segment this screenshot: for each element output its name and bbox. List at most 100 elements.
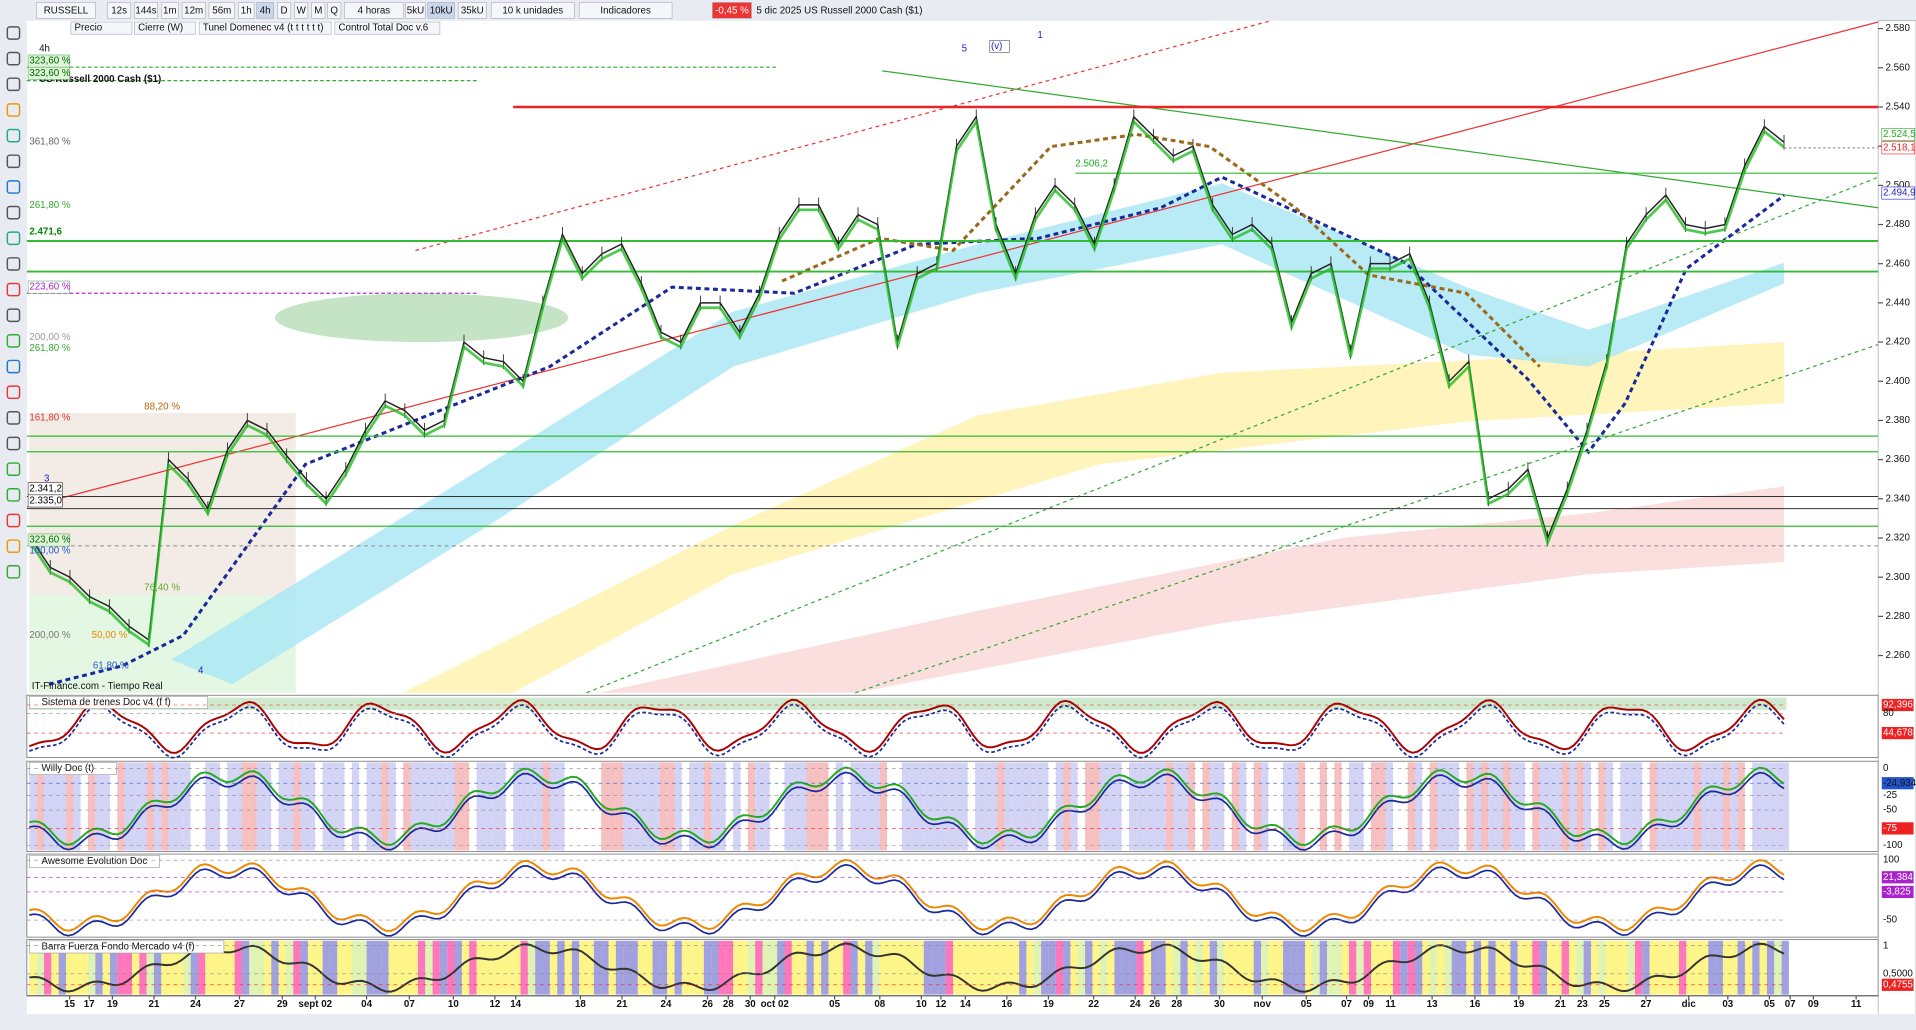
date-label: 10 bbox=[916, 999, 927, 1010]
date-label: 16 bbox=[1469, 999, 1480, 1010]
panel-stripe bbox=[945, 762, 954, 851]
tool-icon[interactable] bbox=[6, 257, 21, 271]
toolbar-button[interactable] bbox=[36, 2, 96, 19]
toolbar-text: 1m bbox=[163, 6, 177, 17]
overlay-tab[interactable] bbox=[334, 21, 441, 35]
panel-stripe bbox=[505, 940, 514, 995]
panel-stripe bbox=[351, 762, 360, 851]
overlay-tab[interactable] bbox=[134, 21, 196, 35]
panel-stripe bbox=[1019, 762, 1027, 851]
panel-stripe bbox=[1620, 940, 1628, 995]
panel-stripe bbox=[1048, 940, 1056, 995]
panel-stripe bbox=[58, 940, 66, 995]
panel-stripe bbox=[1539, 940, 1547, 995]
toolbar-button[interactable] bbox=[294, 2, 309, 19]
panel-stripe bbox=[821, 940, 829, 995]
tool-icon[interactable] bbox=[6, 334, 21, 348]
panel-stripe bbox=[1253, 762, 1262, 851]
overlay-tab[interactable] bbox=[70, 21, 133, 35]
panel-stripe bbox=[879, 940, 888, 995]
tool-icon[interactable] bbox=[6, 77, 21, 92]
toolbar-text: Q bbox=[330, 6, 338, 17]
tool-icon[interactable] bbox=[6, 205, 21, 220]
panel-stripe bbox=[175, 762, 184, 851]
tool-icon[interactable] bbox=[6, 103, 21, 117]
tool-icon[interactable] bbox=[6, 308, 21, 323]
tool-icon[interactable] bbox=[6, 154, 21, 169]
toolbar-button[interactable] bbox=[237, 2, 255, 19]
panel-stripe bbox=[1517, 940, 1525, 995]
toolbar-button[interactable] bbox=[712, 2, 752, 19]
tool-icon[interactable] bbox=[6, 180, 21, 194]
panel-stripe bbox=[1678, 940, 1687, 995]
panel-stripe bbox=[733, 940, 741, 995]
panel-stripe bbox=[1217, 940, 1225, 995]
panel-stripe bbox=[1092, 940, 1100, 995]
toolbar-button[interactable] bbox=[344, 2, 404, 19]
panel-stripe bbox=[476, 762, 484, 851]
toolbar-button[interactable] bbox=[134, 2, 158, 19]
tool-icon[interactable] bbox=[6, 436, 21, 451]
panel-stripe bbox=[909, 940, 917, 995]
toolbar-button[interactable] bbox=[311, 2, 326, 19]
toolbar-button[interactable] bbox=[457, 2, 487, 19]
panel-stripe bbox=[1151, 762, 1159, 851]
panel-stripe bbox=[1437, 940, 1445, 995]
panel-stripe bbox=[1634, 762, 1643, 851]
tool-icon[interactable] bbox=[6, 231, 21, 246]
toolbar-button[interactable] bbox=[490, 2, 575, 19]
toolbar-button[interactable] bbox=[427, 2, 455, 19]
toolbar-button[interactable] bbox=[405, 2, 426, 19]
panel-stripe bbox=[1532, 762, 1540, 851]
tool-icon[interactable] bbox=[6, 128, 21, 143]
tool-icon[interactable] bbox=[6, 539, 21, 553]
date-label: 09 bbox=[1363, 999, 1374, 1010]
panel-stripe bbox=[219, 940, 228, 995]
panel-stripe bbox=[1502, 940, 1511, 995]
panel-stripe bbox=[351, 940, 360, 995]
tool-icon[interactable] bbox=[6, 282, 21, 297]
tool-icon[interactable] bbox=[6, 411, 21, 425]
toolbar-button[interactable] bbox=[256, 2, 275, 19]
panel-stripe bbox=[586, 762, 594, 851]
panel-stripe bbox=[307, 940, 316, 995]
toolbar-button[interactable] bbox=[277, 2, 292, 19]
y-tick-label: 2.280 bbox=[1885, 611, 1910, 622]
panel-stripe bbox=[1033, 762, 1042, 851]
panel-stripe bbox=[982, 940, 990, 995]
toolbar-button[interactable] bbox=[107, 2, 132, 19]
panel-stripe bbox=[1429, 762, 1437, 851]
toolbar-text: 56m bbox=[212, 6, 231, 17]
tool-icon[interactable] bbox=[6, 359, 21, 374]
panel-stripe bbox=[1393, 762, 1401, 851]
panel-stripe bbox=[865, 940, 873, 995]
panel-stripe bbox=[667, 940, 675, 995]
panel-stripe bbox=[755, 940, 763, 995]
toolbar-button[interactable] bbox=[327, 2, 342, 19]
panel-stripe bbox=[1715, 940, 1723, 995]
level-label: 2.335,0 bbox=[29, 496, 62, 507]
toolbar-text: 10kU bbox=[430, 6, 453, 17]
panel-stripe bbox=[557, 762, 565, 851]
tool-icon[interactable] bbox=[6, 385, 21, 400]
tool-icon[interactable] bbox=[6, 462, 21, 477]
panel-stripe bbox=[755, 762, 763, 851]
toolbar-button[interactable] bbox=[160, 2, 179, 19]
date-label: 19 bbox=[1513, 999, 1524, 1010]
tool-icon[interactable] bbox=[6, 564, 21, 579]
panel-stripe bbox=[1165, 940, 1174, 995]
date-label: 04 bbox=[361, 999, 372, 1010]
panel-stripe bbox=[1671, 762, 1679, 851]
toolbar-button[interactable] bbox=[208, 2, 235, 19]
tool-icon[interactable] bbox=[6, 513, 21, 528]
panel-stripe bbox=[1759, 940, 1767, 995]
toolbar-button[interactable] bbox=[181, 2, 206, 19]
tool-icon[interactable] bbox=[6, 26, 21, 40]
overlay-tab[interactable] bbox=[198, 21, 332, 35]
indicator-panel bbox=[26, 853, 1879, 938]
panel-stripe bbox=[1466, 762, 1474, 851]
tool-icon[interactable] bbox=[6, 51, 21, 66]
tool-icon[interactable] bbox=[6, 487, 21, 502]
toolbar-button[interactable] bbox=[578, 2, 673, 19]
label-box bbox=[1881, 822, 1914, 835]
